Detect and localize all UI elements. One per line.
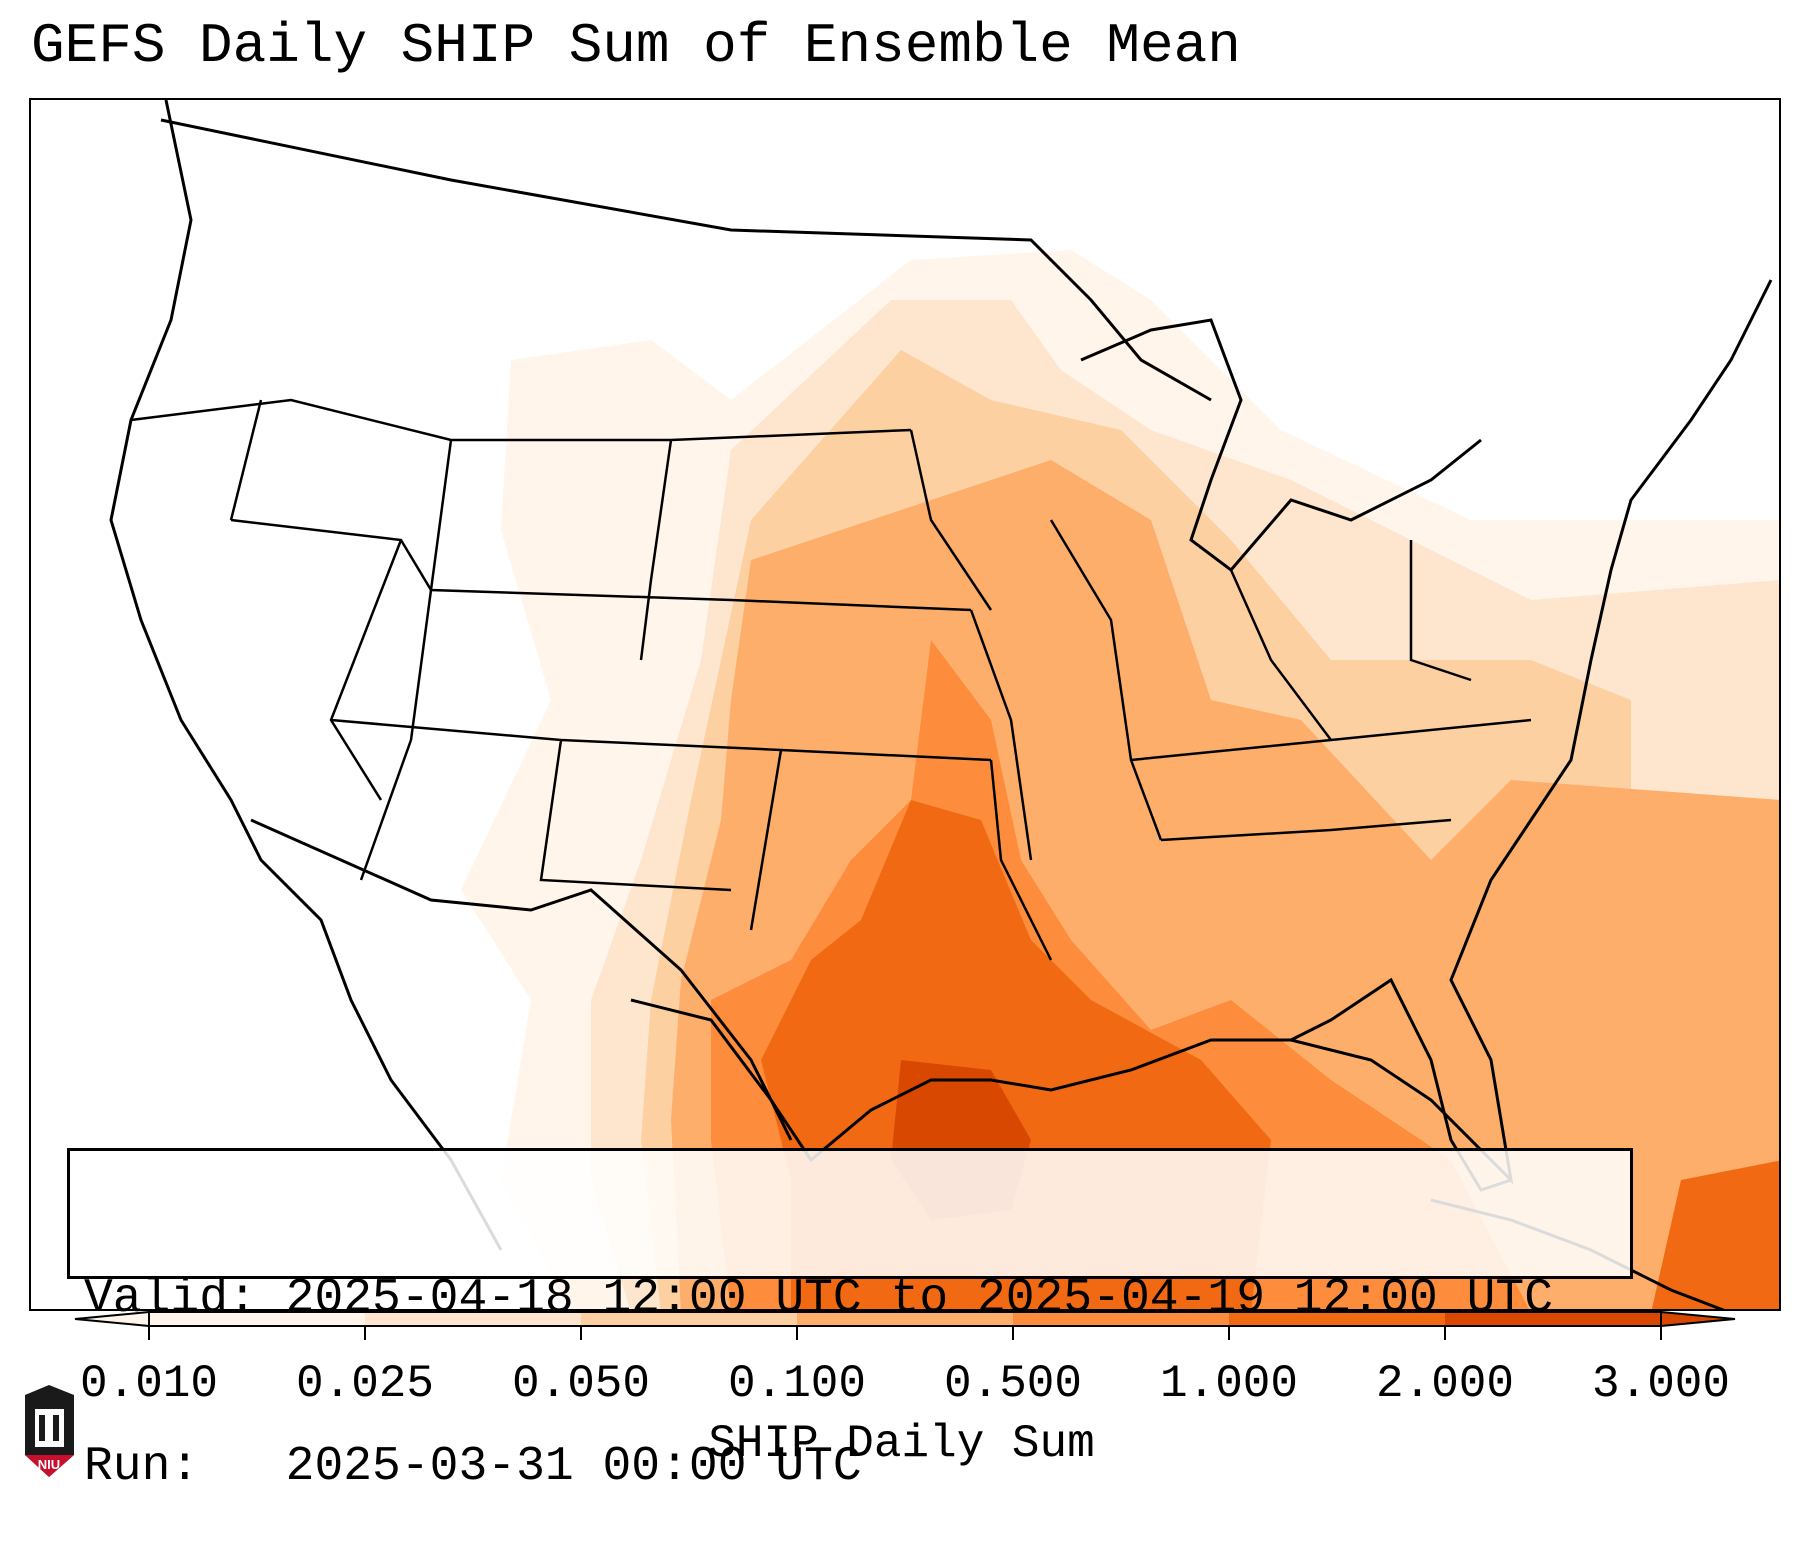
- colorbar-tick-label: 2.000: [1375, 1358, 1515, 1410]
- colorbar-extend-high: [1660, 1310, 1736, 1328]
- colorbar-cell: [797, 1312, 1014, 1326]
- colorbar-cell: [365, 1312, 582, 1326]
- colorbar-tick-label: 0.010: [79, 1358, 219, 1410]
- colorbar-label: SHIP Daily Sum: [708, 1418, 1095, 1470]
- coastline-west: [109, 100, 503, 1251]
- colorbar-cell: [581, 1312, 798, 1326]
- colorbar-cells: [148, 1311, 1662, 1327]
- colorbar-tick-label: 0.100: [727, 1358, 867, 1410]
- colorbar-tick-label: 0.050: [511, 1358, 651, 1410]
- colorbar-ticks: [148, 1326, 1662, 1340]
- map-title: GEFS Daily SHIP Sum of Ensemble Mean: [31, 14, 1241, 78]
- coastline-gulf: [630, 279, 1773, 1185]
- svg-text:NIU: NIU: [38, 1457, 60, 1472]
- colorbar-cell: [1013, 1312, 1230, 1326]
- colorbar-tick-label: 0.025: [295, 1358, 435, 1410]
- niu-logo: NIU: [25, 1385, 74, 1477]
- border-us-canada: [160, 118, 1212, 402]
- colorbar-cell: [1229, 1312, 1446, 1326]
- colorbar: [74, 1310, 1736, 1340]
- colorbar-cell: [1445, 1312, 1662, 1326]
- ship-level-1-000-atlantic: [1651, 1160, 1779, 1309]
- colorbar-extend-low: [74, 1310, 150, 1328]
- colorbar-tick-label: 3.000: [1591, 1358, 1731, 1410]
- colorbar-cell: [149, 1312, 366, 1326]
- state-lines: [130, 398, 1532, 961]
- great-lakes: [1080, 318, 1482, 573]
- map-svg: [109, 100, 1779, 1309]
- boundaries: [109, 100, 1773, 1309]
- map-panel: [29, 98, 1781, 1311]
- valid-run-box: Valid: 2025-04-18 12:00 UTC to 2025-04-1…: [67, 1148, 1633, 1494]
- run-time-text: Run: 2025-03-31 00:00 UTC: [84, 1440, 862, 1494]
- border-us-mexico: [250, 818, 793, 1141]
- colorbar-tick-label: 1.000: [1159, 1358, 1299, 1410]
- colorbar-tick-label: 0.500: [943, 1358, 1083, 1410]
